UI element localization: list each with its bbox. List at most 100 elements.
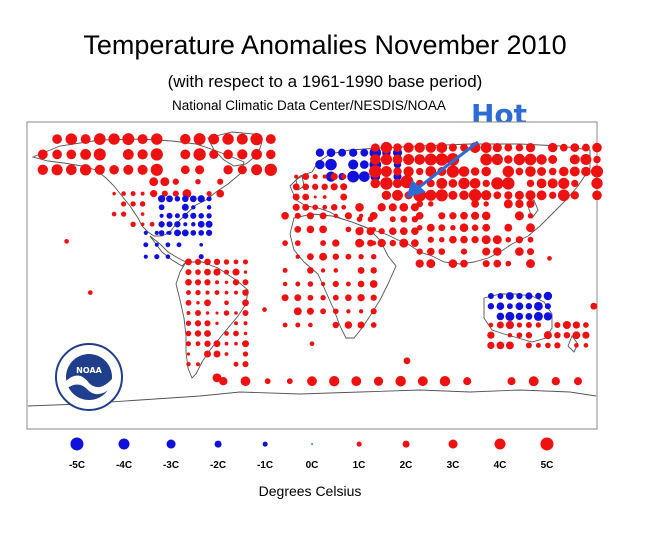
anomaly-dot xyxy=(426,247,435,256)
anomaly-dot xyxy=(448,259,458,268)
anomaly-dot xyxy=(536,154,547,165)
anomaly-dot xyxy=(583,322,589,328)
anomaly-dot xyxy=(160,177,170,187)
anomaly-dot xyxy=(503,199,513,209)
anomaly-dot xyxy=(149,177,159,187)
anomaly-dot xyxy=(250,132,263,146)
anomaly-dot xyxy=(525,332,533,339)
anomaly-dot xyxy=(458,166,470,177)
anomaly-dot xyxy=(417,376,428,387)
anomaly-dot xyxy=(295,281,301,287)
anomaly-dot xyxy=(348,159,359,170)
anomaly-dot xyxy=(426,259,436,269)
anomaly-dot xyxy=(487,303,495,310)
anomaly-dot xyxy=(403,357,411,365)
anomaly-dot xyxy=(204,330,211,337)
anomaly-dot xyxy=(392,154,403,165)
anomaly-dot xyxy=(471,224,479,232)
anomaly-dot xyxy=(191,222,196,227)
anomaly-dot xyxy=(551,377,560,386)
anomaly-dot xyxy=(415,211,424,220)
anomaly-dot xyxy=(436,177,448,189)
anomaly-dot xyxy=(591,177,603,190)
anomaly-dot xyxy=(450,224,456,231)
anomaly-dot xyxy=(416,167,424,176)
anomaly-dot xyxy=(172,178,179,185)
anomaly-dot xyxy=(491,153,503,166)
anomaly-dot xyxy=(204,320,211,327)
anomaly-dot xyxy=(493,191,502,200)
anomaly-dot xyxy=(140,191,145,196)
page-subtitle: (with respect to a 1961-1990 base period… xyxy=(167,72,483,91)
anomaly-dot xyxy=(332,253,339,260)
anomaly-dot xyxy=(223,310,230,316)
anomaly-dot xyxy=(79,164,92,176)
anomaly-dot xyxy=(360,148,369,157)
legend-dot xyxy=(311,443,313,445)
anomaly-dot xyxy=(154,254,160,260)
legend-label: -2C xyxy=(209,460,227,471)
anomaly-dot xyxy=(224,300,229,306)
anomaly-dot xyxy=(130,221,136,228)
anomaly-dot xyxy=(526,248,535,256)
anomaly-dot xyxy=(234,321,238,326)
anomaly-dot xyxy=(395,375,406,387)
legend-label: -4C xyxy=(115,460,133,471)
anomaly-dot xyxy=(507,332,513,338)
anomaly-dot xyxy=(186,362,191,367)
anomaly-dot xyxy=(315,148,325,157)
anomaly-dot xyxy=(198,213,204,219)
anomaly-dot xyxy=(516,332,523,339)
anomaly-dot xyxy=(570,191,579,200)
anomaly-dot xyxy=(194,258,202,266)
anomaly-dot xyxy=(569,166,580,177)
anomaly-dot xyxy=(562,320,571,330)
anomaly-dot xyxy=(166,231,170,235)
anomaly-dot xyxy=(574,343,579,348)
anomaly-dot xyxy=(414,154,426,165)
anomaly-dot xyxy=(186,311,191,315)
anomaly-dot xyxy=(590,302,598,310)
anomaly-dot xyxy=(492,143,502,153)
anomaly-dot xyxy=(213,258,221,266)
anomaly-dot xyxy=(154,230,159,236)
legend-label: 5C xyxy=(540,460,554,471)
anomaly-dot xyxy=(176,242,182,248)
data-source: National Climatic Data Center/NESDIS/NOA… xyxy=(172,98,446,113)
legend-item: 1C xyxy=(339,430,379,480)
anomaly-dot xyxy=(307,267,314,274)
anomaly-dot xyxy=(371,240,377,246)
anomaly-dot xyxy=(302,183,310,191)
anomaly-dot xyxy=(347,170,360,183)
anomaly-dot xyxy=(459,223,469,233)
anomaly-dot xyxy=(504,223,513,232)
anomaly-dot xyxy=(181,229,189,237)
anomaly-dot xyxy=(205,220,213,228)
anomaly-dot xyxy=(234,311,238,315)
anomaly-dot xyxy=(320,308,326,315)
anomaly-dot xyxy=(87,290,93,295)
anomaly-dot xyxy=(424,153,437,166)
anomaly-dot xyxy=(292,183,300,191)
anomaly-dot xyxy=(172,190,179,197)
anomaly-dot xyxy=(330,204,338,211)
anomaly-dot xyxy=(525,302,533,310)
anomaly-dot xyxy=(370,294,377,301)
anomaly-dot xyxy=(185,269,192,276)
anomaly-dot xyxy=(320,281,326,287)
anomaly-dot xyxy=(504,143,513,152)
anomaly-dot xyxy=(183,222,188,227)
anomaly-dot xyxy=(205,290,210,295)
anomaly-dot xyxy=(214,290,220,296)
anomaly-dot xyxy=(370,267,377,274)
anomaly-dot xyxy=(427,236,434,243)
anomaly-dot xyxy=(137,134,148,145)
anomaly-dot xyxy=(190,212,197,219)
anomaly-dot xyxy=(223,149,233,160)
anomaly-dot xyxy=(243,270,248,274)
anomaly-dot xyxy=(251,164,263,176)
anomaly-dot xyxy=(497,293,504,299)
anomaly-dot xyxy=(399,238,409,248)
anomaly-dot xyxy=(52,149,62,160)
anomaly-dot xyxy=(488,322,494,328)
